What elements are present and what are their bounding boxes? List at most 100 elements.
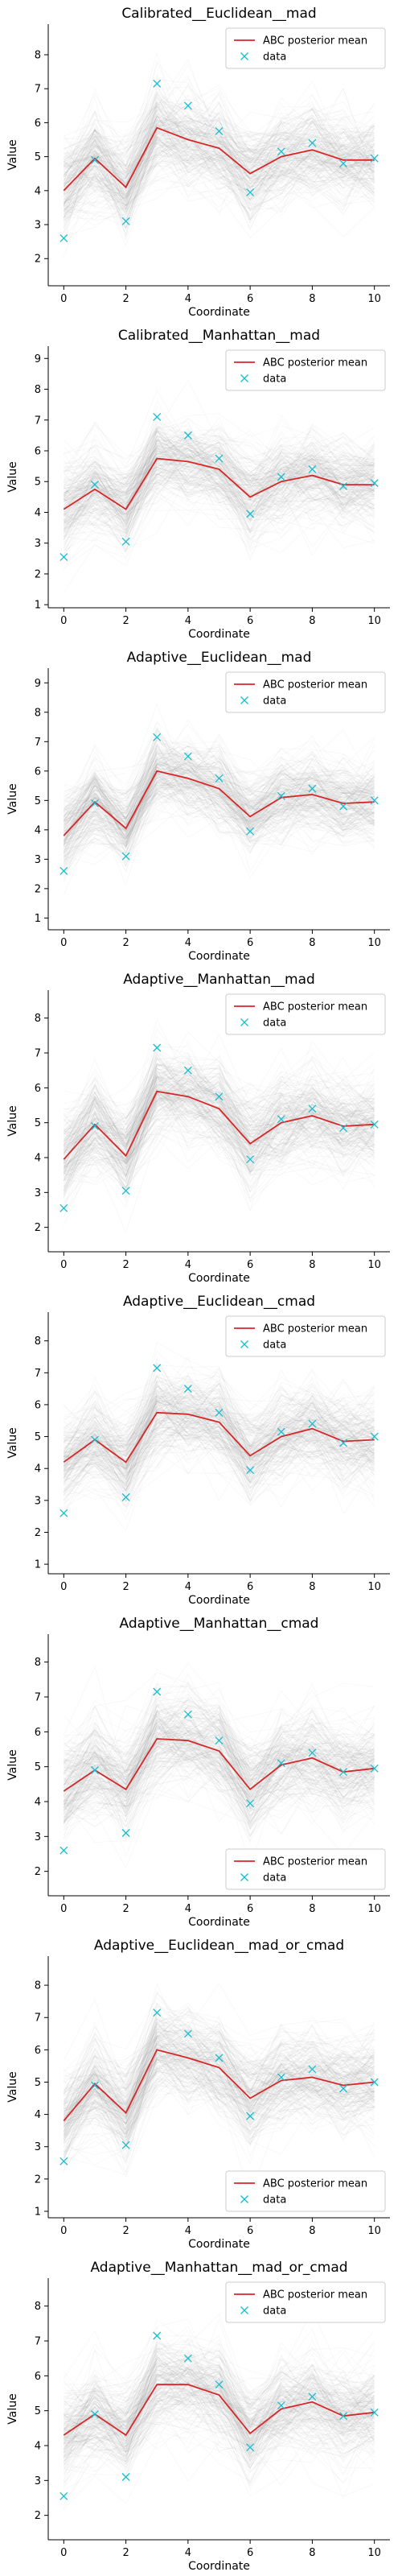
posterior-sample-line — [64, 462, 375, 515]
posterior-sample-line — [64, 2021, 375, 2139]
x-tick-label: 10 — [367, 1903, 381, 1915]
y-tick-label: 8 — [35, 707, 41, 719]
posterior-sample-line — [64, 1728, 375, 1798]
posterior-sample-line — [64, 1063, 375, 1150]
posterior-sample-line — [64, 1105, 375, 1178]
data-point — [183, 1710, 192, 1719]
posterior-sample-line — [64, 136, 375, 188]
posterior-sample-line — [64, 110, 375, 189]
legend-data-label: data — [263, 696, 286, 708]
data-point — [246, 188, 255, 196]
posterior-sample-line — [64, 1732, 375, 1806]
posterior-sample-line — [64, 448, 375, 505]
posterior-sample-line — [64, 728, 375, 824]
posterior-sample-line — [64, 1747, 375, 1825]
posterior-sample-line — [64, 105, 375, 173]
legend-mean-label: ABC posterior mean — [263, 357, 367, 369]
posterior-sample-line — [64, 1381, 375, 1467]
posterior-sample-line — [64, 124, 375, 200]
posterior-sample-line — [64, 2032, 375, 2124]
posterior-sample-line — [64, 1075, 375, 1171]
posterior-sample-line — [64, 1381, 375, 1469]
posterior-sample-line — [64, 1064, 375, 1117]
posterior-sample-line — [64, 1087, 375, 1176]
posterior-sample-line — [64, 466, 375, 525]
legend-box — [225, 1848, 386, 1890]
posterior-sample-line — [64, 1399, 375, 1482]
posterior-sample-line — [64, 439, 375, 527]
posterior-sample-line — [64, 1722, 375, 1792]
posterior-sample-line — [64, 1387, 375, 1453]
data-point — [370, 1120, 379, 1129]
posterior-sample-line — [64, 775, 375, 853]
posterior-sample-line — [64, 440, 375, 521]
posterior-sample-line — [64, 1073, 375, 1187]
posterior-sample-line — [64, 771, 375, 864]
posterior-sample-line — [64, 1087, 375, 1172]
posterior-sample-line — [64, 1400, 375, 1504]
posterior-sample-line — [64, 1363, 375, 1440]
posterior-sample-line — [64, 132, 375, 221]
posterior-sample-line — [64, 770, 375, 847]
posterior-sample-line — [64, 1396, 375, 1470]
posterior-sample-line — [64, 2425, 375, 2509]
posterior-sample-line — [64, 2058, 375, 2156]
posterior-sample-line — [64, 123, 375, 191]
posterior-sample-line — [64, 2024, 375, 2140]
posterior-sample-line — [64, 1059, 375, 1139]
posterior-sample-line — [64, 1097, 375, 1203]
posterior-sample-line — [64, 1362, 375, 1456]
posterior-sample-line — [64, 1393, 375, 1458]
posterior-sample-line — [64, 2356, 375, 2428]
posterior-sample-line — [64, 1096, 375, 1192]
posterior-sample-line — [64, 130, 375, 229]
posterior-sample-line — [64, 1376, 375, 1502]
y-tick-label: 7 — [35, 84, 41, 96]
posterior-sample-line — [64, 119, 375, 213]
posterior-sample-line — [64, 721, 375, 819]
posterior-sample-line — [64, 454, 375, 503]
posterior-sample-line — [64, 99, 375, 189]
data-markers — [59, 2331, 379, 2500]
posterior-sample-line — [64, 751, 375, 848]
posterior-sample-line — [64, 102, 375, 179]
posterior-sample-line — [64, 2031, 375, 2102]
posterior-sample-line — [64, 1071, 375, 1182]
posterior-sample-line — [64, 1386, 375, 1458]
posterior-sample-line — [64, 1034, 375, 1128]
posterior-sample-line — [64, 790, 375, 872]
posterior-sample-line — [64, 445, 375, 553]
posterior-sample-line — [64, 2363, 375, 2435]
posterior-sample-line — [64, 138, 375, 202]
posterior-sample-line — [64, 2376, 375, 2479]
posterior-sample-line — [64, 2066, 375, 2136]
posterior-sample-line — [64, 1397, 375, 1477]
posterior-sample-line — [64, 1080, 375, 1168]
posterior-sample-line — [64, 94, 375, 230]
posterior-samples — [64, 2309, 375, 2509]
posterior-sample-line — [64, 460, 375, 542]
posterior-sample-line — [64, 2381, 375, 2442]
posterior-sample-line — [64, 752, 375, 841]
posterior-sample-line — [64, 729, 375, 847]
y-tick-label: 7 — [35, 1048, 41, 1060]
posterior-sample-line — [64, 775, 375, 835]
legend-mean-label: ABC posterior mean — [263, 1001, 367, 1013]
posterior-sample-line — [64, 123, 375, 194]
posterior-sample-line — [64, 2035, 375, 2119]
posterior-sample-line — [64, 755, 375, 847]
posterior-sample-line — [64, 2034, 375, 2161]
posterior-sample-line — [64, 1029, 375, 1145]
posterior-sample-line — [64, 2381, 375, 2480]
posterior-sample-line — [64, 438, 375, 533]
posterior-sample-line — [64, 481, 375, 555]
posterior-sample-line — [64, 1726, 375, 1796]
posterior-sample-line — [64, 1067, 375, 1146]
posterior-sample-line — [64, 424, 375, 504]
posterior-sample-line — [64, 103, 375, 216]
posterior-sample-line — [64, 2343, 375, 2428]
posterior-sample-line — [64, 1741, 375, 1809]
posterior-sample-line — [64, 108, 375, 222]
posterior-sample-line — [64, 758, 375, 877]
posterior-sample-line — [64, 781, 375, 843]
